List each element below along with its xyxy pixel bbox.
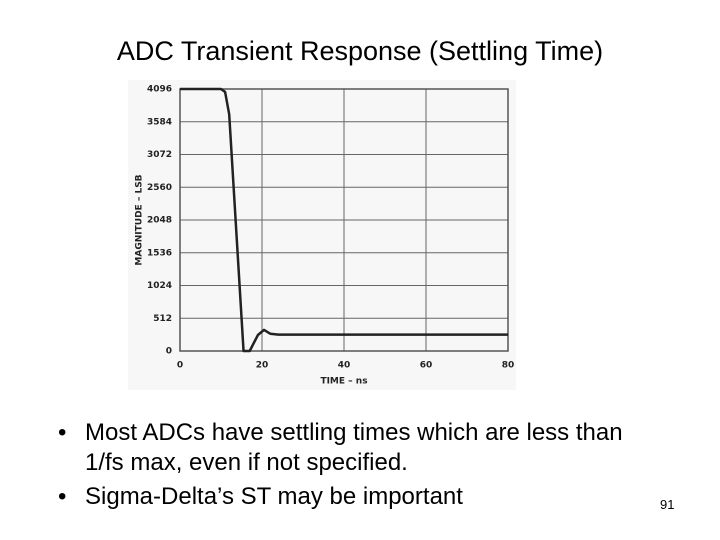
bullet: Sigma-Delta’s ST may be important — [58, 482, 658, 512]
y-tick-label: 2560 — [147, 183, 172, 193]
data-line — [180, 87, 508, 353]
plot-frame — [179, 88, 509, 352]
slide-title: ADC Transient Response (Settling Time) — [116, 36, 604, 66]
y-tick-label: 1024 — [147, 281, 172, 291]
x-tick-label: 40 — [338, 361, 351, 371]
chart: MAGNITUDE – LSB TIME – ns 0 512 1024 1536 20… — [128, 80, 516, 390]
y-tick-label: 3072 — [147, 150, 172, 160]
chart-background — [128, 80, 516, 390]
bullet-list: Most ADCs have settling times which are … — [58, 418, 658, 516]
y-tick-label: 2048 — [147, 216, 172, 226]
y-tick-label: 512 — [153, 314, 172, 324]
x-tick-label: 0 — [177, 361, 183, 371]
x-tick-label: 60 — [420, 361, 433, 371]
bullet: Most ADCs have settling times which are … — [58, 418, 658, 478]
x-tick-label: 20 — [256, 361, 269, 371]
y-tick-label: 0 — [166, 347, 172, 357]
y-tick-label: 3584 — [147, 117, 172, 127]
y-axis-label: MAGNITUDE – LSB — [135, 174, 145, 265]
y-tick-label: 1536 — [147, 248, 172, 258]
x-tick-label: 80 — [502, 361, 515, 371]
x-axis-label: TIME – ns — [320, 377, 367, 387]
page-number: 91 — [660, 497, 675, 512]
y-tick-label: 4096 — [147, 85, 172, 95]
